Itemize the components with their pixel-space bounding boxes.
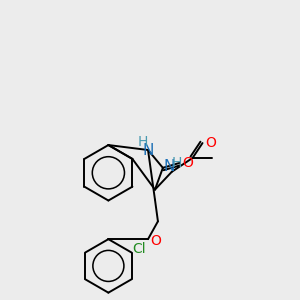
Text: N: N xyxy=(163,159,175,174)
Text: O: O xyxy=(205,136,216,150)
Text: Cl: Cl xyxy=(133,242,146,256)
Text: H: H xyxy=(172,156,182,170)
Text: O: O xyxy=(151,234,161,248)
Text: O: O xyxy=(182,156,193,170)
Text: N: N xyxy=(142,142,154,158)
Text: H: H xyxy=(138,135,148,149)
